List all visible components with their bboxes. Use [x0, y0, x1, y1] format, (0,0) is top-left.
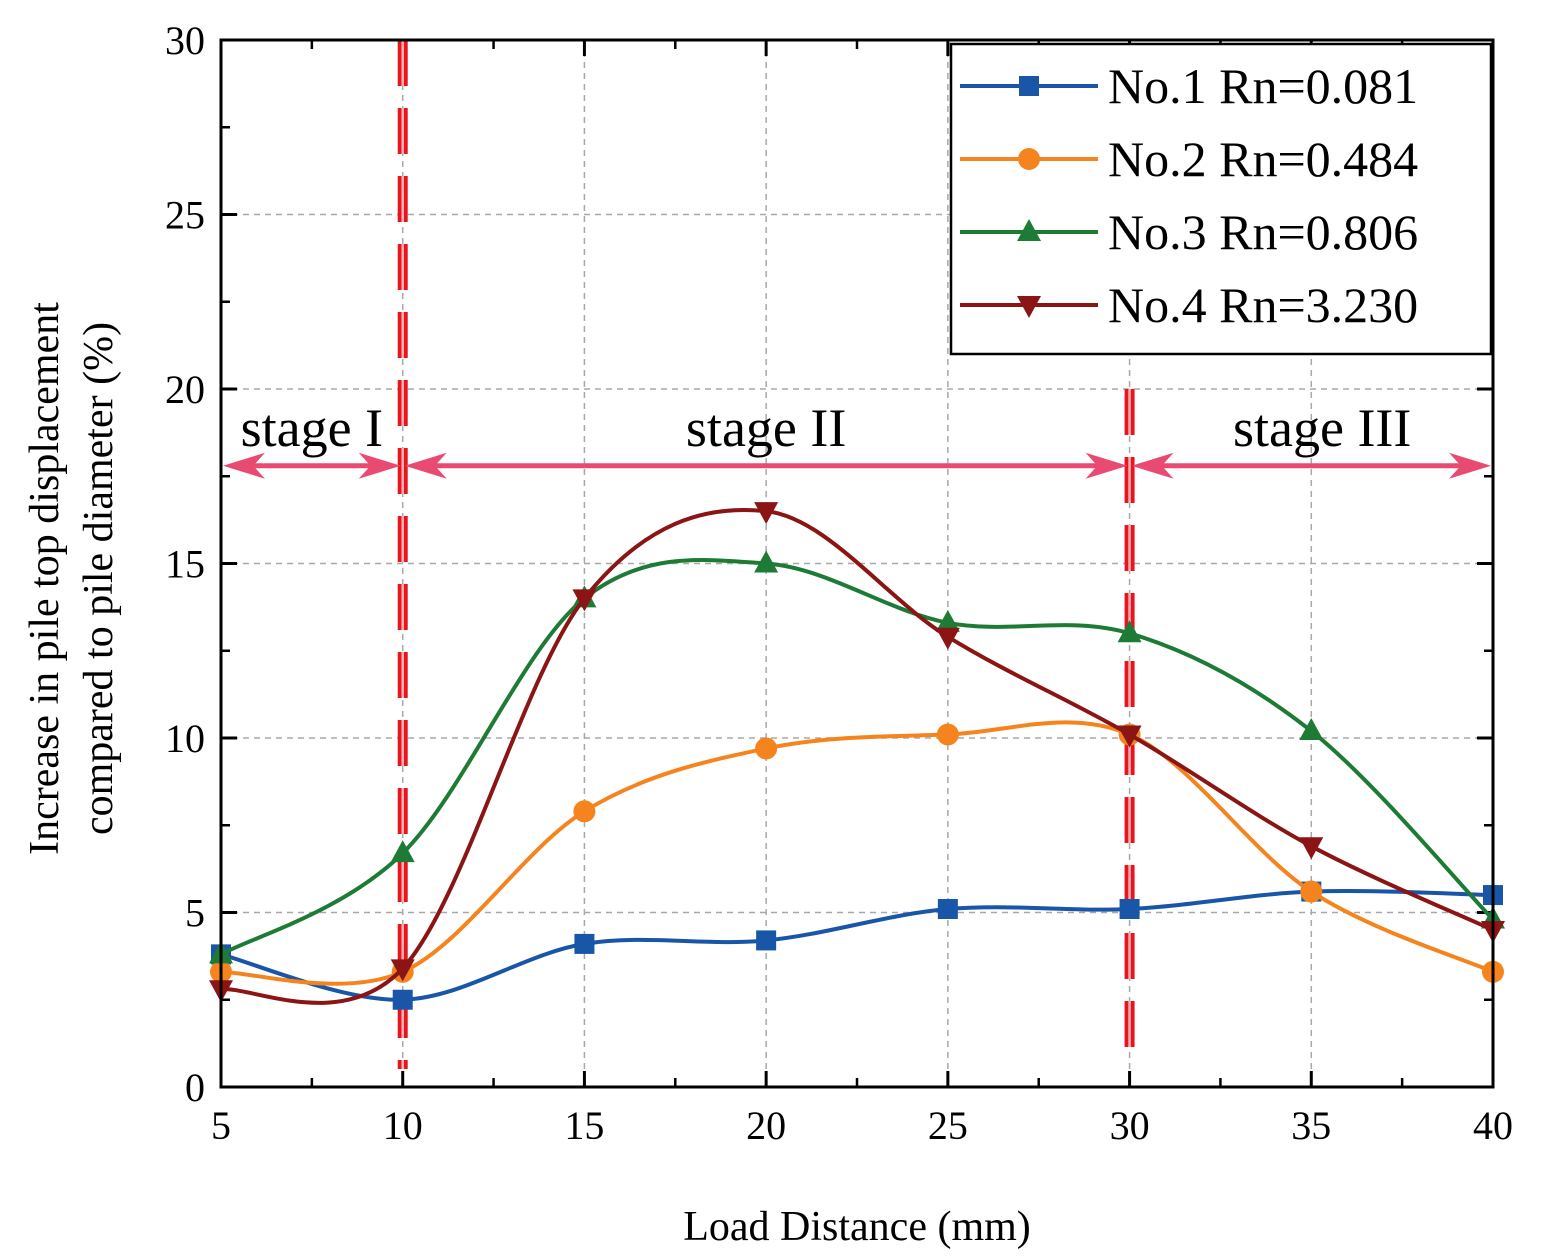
square-marker — [1019, 76, 1039, 96]
legend-entry: No.1 Rn=0.081 — [960, 58, 1418, 114]
x-tick-label: 40 — [1473, 1103, 1513, 1148]
x-tick-label: 10 — [383, 1103, 423, 1148]
x-tick-label: 15 — [564, 1103, 604, 1148]
square-marker — [392, 989, 413, 1010]
legend-box — [949, 42, 1493, 356]
legend-label: No.1 Rn=0.081 — [1108, 58, 1418, 114]
y-tick-label: 20 — [165, 367, 205, 412]
x-tick-label: 25 — [928, 1103, 968, 1148]
y-axis-title-line: Increase in pile top displacement — [22, 302, 68, 855]
stage-label: stage III — [1233, 398, 1411, 458]
y-axis-title: Increase in pile top displacement compare… — [22, 302, 122, 855]
stage-arrow-head — [1449, 452, 1491, 479]
x-tick-label: 5 — [211, 1103, 231, 1148]
triangle-down-marker — [390, 959, 415, 982]
series-line — [220, 558, 1495, 957]
triangle-down-marker — [1299, 837, 1324, 860]
y-tick-label: 30 — [165, 18, 205, 63]
y-tick-label: 10 — [165, 716, 205, 761]
legend-entry: No.2 Rn=0.484 — [960, 131, 1418, 187]
legend-entry: No.3 Rn=0.806 — [960, 204, 1418, 260]
triangle-down-marker — [754, 502, 779, 525]
square-marker — [756, 930, 777, 951]
triangle-up-marker — [1017, 219, 1041, 241]
triangle-down-marker — [1117, 725, 1142, 748]
legend-label: No.2 Rn=0.484 — [1108, 131, 1418, 187]
circle-marker — [573, 800, 596, 823]
triangle-down-marker — [1017, 296, 1041, 318]
stage-arrow-head — [223, 452, 265, 479]
series-line — [220, 720, 1494, 986]
square-marker — [937, 899, 958, 920]
triangle-down-marker — [935, 627, 960, 650]
stage-label: stage I — [241, 398, 383, 458]
y-tick-label: 0 — [185, 1065, 205, 1110]
triangle-down-marker — [572, 589, 597, 612]
circle-marker — [936, 723, 959, 746]
stage-arrow-head — [1085, 452, 1128, 479]
circle-marker — [755, 737, 778, 760]
x-tick-label: 35 — [1291, 1103, 1331, 1148]
series-line — [220, 507, 1494, 1005]
y-tick-label: 25 — [165, 193, 205, 238]
stage-arrows — [223, 452, 1491, 479]
circle-marker — [1300, 880, 1323, 903]
stage-arrow-head — [358, 452, 401, 479]
triangle-up-marker — [935, 609, 960, 632]
y-tick-label: 15 — [165, 542, 205, 587]
square-marker — [574, 933, 595, 954]
triangle-up-marker — [1117, 620, 1142, 643]
triangle-up-marker — [754, 550, 779, 573]
legend-entry: No.4 Rn=3.230 — [960, 277, 1418, 333]
legend: No.1 Rn=0.081 No.2 Rn=0.484 No.3 Rn=0.806 N… — [949, 42, 1493, 356]
series-line — [220, 888, 1494, 1002]
stage-arrow-head — [404, 452, 447, 479]
circle-marker — [1018, 148, 1040, 170]
x-axis-title: Load Distance (mm) — [683, 1204, 1031, 1250]
triangle-up-marker — [390, 840, 415, 863]
legend-label: No.4 Rn=3.230 — [1108, 277, 1418, 333]
y-tick-label: 5 — [185, 891, 205, 936]
x-tick-label: 30 — [1110, 1103, 1150, 1148]
series-3 — [209, 550, 1505, 964]
square-marker — [1119, 899, 1140, 920]
stage-label: stage II — [686, 398, 846, 458]
triangle-up-marker — [1299, 718, 1324, 741]
plot-frame — [219, 38, 1495, 1089]
x-tick-label: 20 — [746, 1103, 786, 1148]
y-axis-title-line: compared to pile diameter (%) — [76, 322, 122, 835]
legend-label: No.3 Rn=0.806 — [1108, 204, 1418, 260]
stage-arrow-head — [1131, 452, 1174, 479]
